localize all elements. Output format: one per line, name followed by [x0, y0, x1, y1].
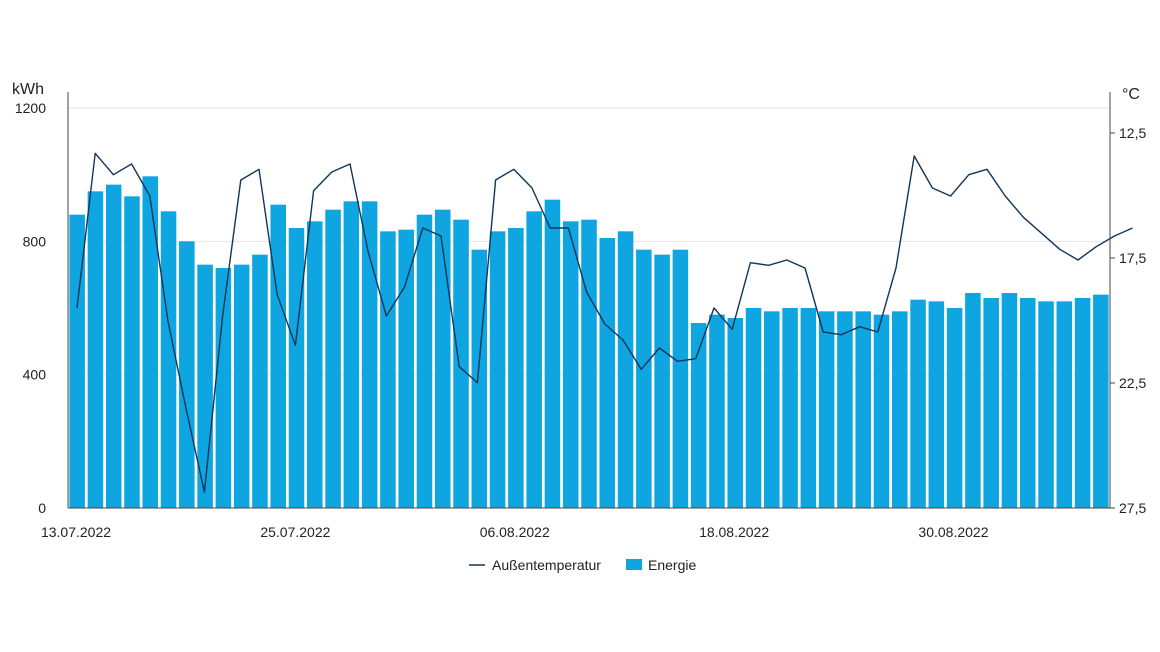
left-tick-label: 400: [23, 367, 47, 383]
bar: [1019, 298, 1036, 508]
bar: [270, 204, 286, 508]
bar: [892, 311, 908, 508]
bar: [361, 201, 378, 509]
bar: [690, 323, 707, 508]
line-series-aussentemperatur: [76, 152, 1133, 493]
legend: Außentemperatur Energie: [469, 557, 696, 573]
bar: [233, 264, 250, 508]
bar: [307, 221, 323, 509]
bar: [910, 299, 926, 508]
bar: [1093, 294, 1109, 508]
bar: [800, 308, 817, 508]
bar: [215, 268, 232, 508]
bar: [709, 314, 725, 508]
bar: [179, 241, 195, 509]
left-tick-label: 800: [23, 233, 47, 249]
bar: [544, 199, 561, 508]
legend-label-energie: Energie: [648, 557, 696, 573]
x-tick-label: 13.07.2022: [41, 524, 111, 540]
bar: [1056, 301, 1073, 508]
bar: [636, 249, 652, 508]
left-axis-unit: kWh: [12, 81, 44, 98]
bar: [983, 298, 999, 508]
x-tick-label: 06.08.2022: [480, 524, 550, 540]
bar: [745, 308, 762, 508]
legend-label-aussentemperatur: Außentemperatur: [492, 557, 601, 573]
bar: [599, 238, 616, 508]
bar: [325, 209, 341, 508]
x-tick-labels: 13.07.2022 25.07.2022 06.08.2022 18.08.2022…: [41, 524, 989, 540]
bar: [453, 219, 469, 508]
bar: [87, 191, 104, 509]
bar: [672, 249, 689, 508]
bar: [69, 214, 85, 508]
bar: [252, 254, 268, 508]
bar: [782, 308, 798, 508]
x-tick-label: 30.08.2022: [918, 524, 988, 540]
bar: [105, 184, 122, 508]
bar: [581, 219, 597, 508]
x-tick-label: 18.08.2022: [699, 524, 769, 540]
bar: [343, 201, 360, 509]
bar: [928, 301, 945, 508]
bar: [489, 231, 506, 509]
bar: [1038, 301, 1054, 508]
bar-series-energie: [69, 176, 1109, 509]
legend-bar-swatch: [626, 559, 642, 570]
left-tick-labels: 0 400 800 1200: [15, 100, 46, 516]
bar: [142, 176, 159, 509]
left-tick-label: 1200: [15, 100, 46, 116]
bar: [416, 214, 433, 508]
right-tick-label: 27,5: [1119, 500, 1146, 516]
bar: [873, 314, 890, 508]
bar: [1074, 298, 1091, 508]
bar: [818, 311, 835, 508]
bar: [654, 254, 670, 508]
bar: [1001, 293, 1018, 508]
bar: [855, 311, 871, 508]
bar: [837, 311, 853, 508]
bar: [288, 228, 305, 508]
bar: [562, 221, 579, 509]
right-tick-labels: 27,5 22,5 17,5 12,5: [1110, 125, 1146, 516]
temperature-line: [76, 152, 1133, 493]
bar: [946, 308, 963, 508]
right-tick-label: 17,5: [1119, 250, 1146, 266]
bar: [434, 209, 451, 508]
x-tick-label: 25.07.2022: [260, 524, 330, 540]
bar: [508, 228, 524, 508]
right-tick-label: 22,5: [1119, 375, 1146, 391]
bar: [380, 231, 396, 509]
bar: [764, 311, 780, 508]
bar: [124, 196, 140, 509]
right-axis-unit: °C: [1122, 86, 1140, 103]
left-tick-label: 0: [38, 500, 46, 516]
bar: [398, 229, 414, 508]
bar: [160, 211, 177, 509]
bar: [526, 211, 542, 509]
bar: [965, 293, 981, 508]
bar: [617, 231, 634, 509]
right-tick-label: 12,5: [1119, 125, 1146, 141]
bar: [727, 318, 744, 508]
